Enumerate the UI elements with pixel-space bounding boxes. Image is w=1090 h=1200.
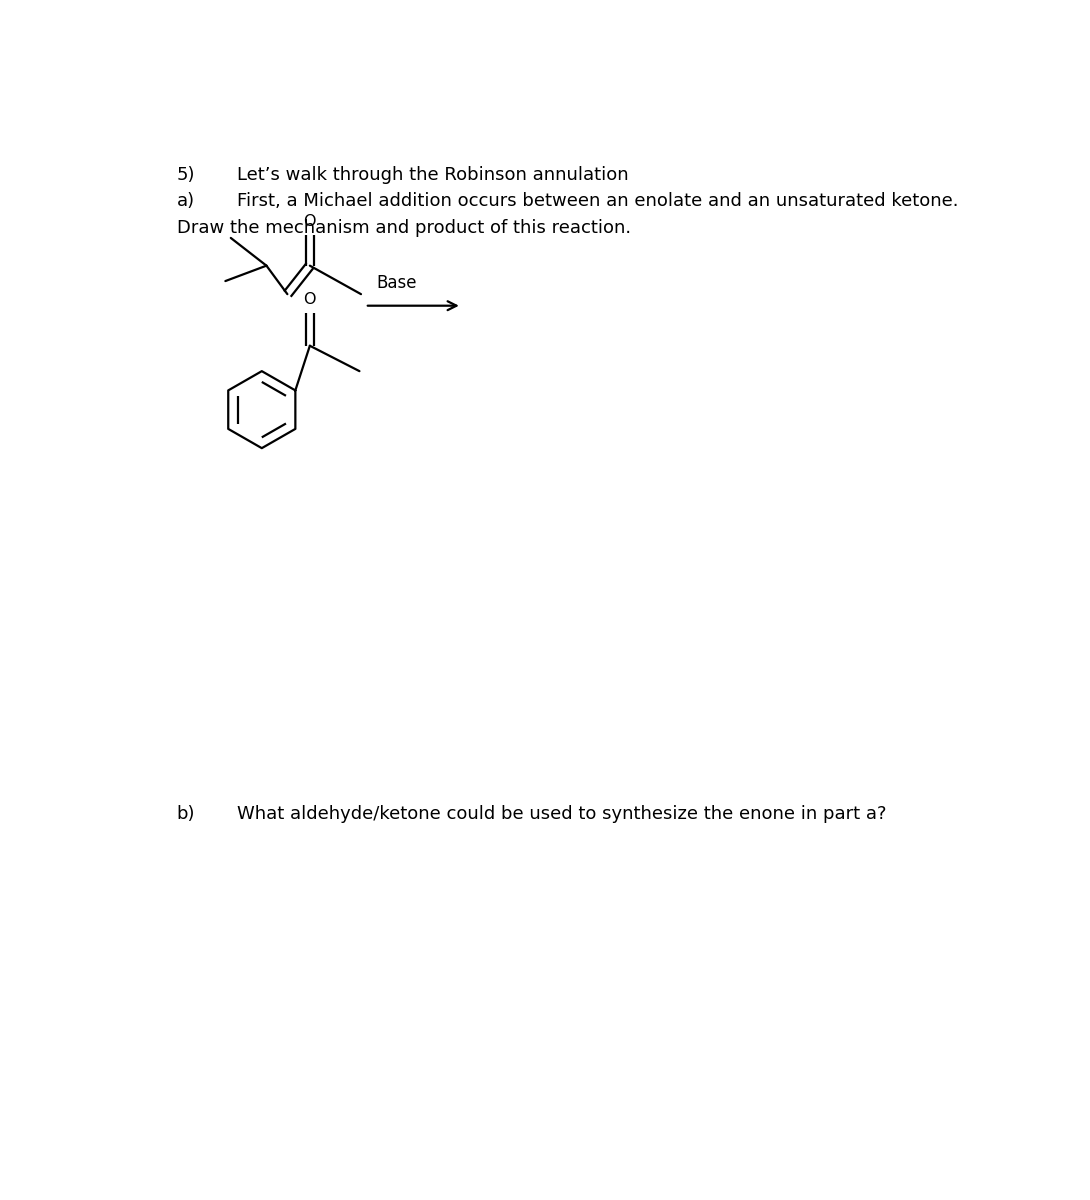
Text: b): b) (177, 805, 195, 823)
Text: Let’s walk through the Robinson annulation: Let’s walk through the Robinson annulati… (237, 166, 629, 184)
Text: Base: Base (376, 274, 417, 292)
Text: 5): 5) (177, 166, 195, 184)
Text: O: O (304, 293, 316, 307)
Text: What aldehyde/ketone could be used to synthesize the enone in part a?: What aldehyde/ketone could be used to sy… (237, 805, 886, 823)
Text: Draw the mechanism and product of this reaction.: Draw the mechanism and product of this r… (177, 218, 631, 236)
Text: O: O (304, 214, 316, 229)
Text: First, a Michael addition occurs between an enolate and an unsaturated ketone.: First, a Michael addition occurs between… (237, 192, 958, 210)
Text: a): a) (177, 192, 195, 210)
